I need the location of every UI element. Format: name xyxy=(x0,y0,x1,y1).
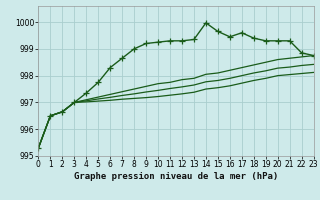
X-axis label: Graphe pression niveau de la mer (hPa): Graphe pression niveau de la mer (hPa) xyxy=(74,172,278,181)
